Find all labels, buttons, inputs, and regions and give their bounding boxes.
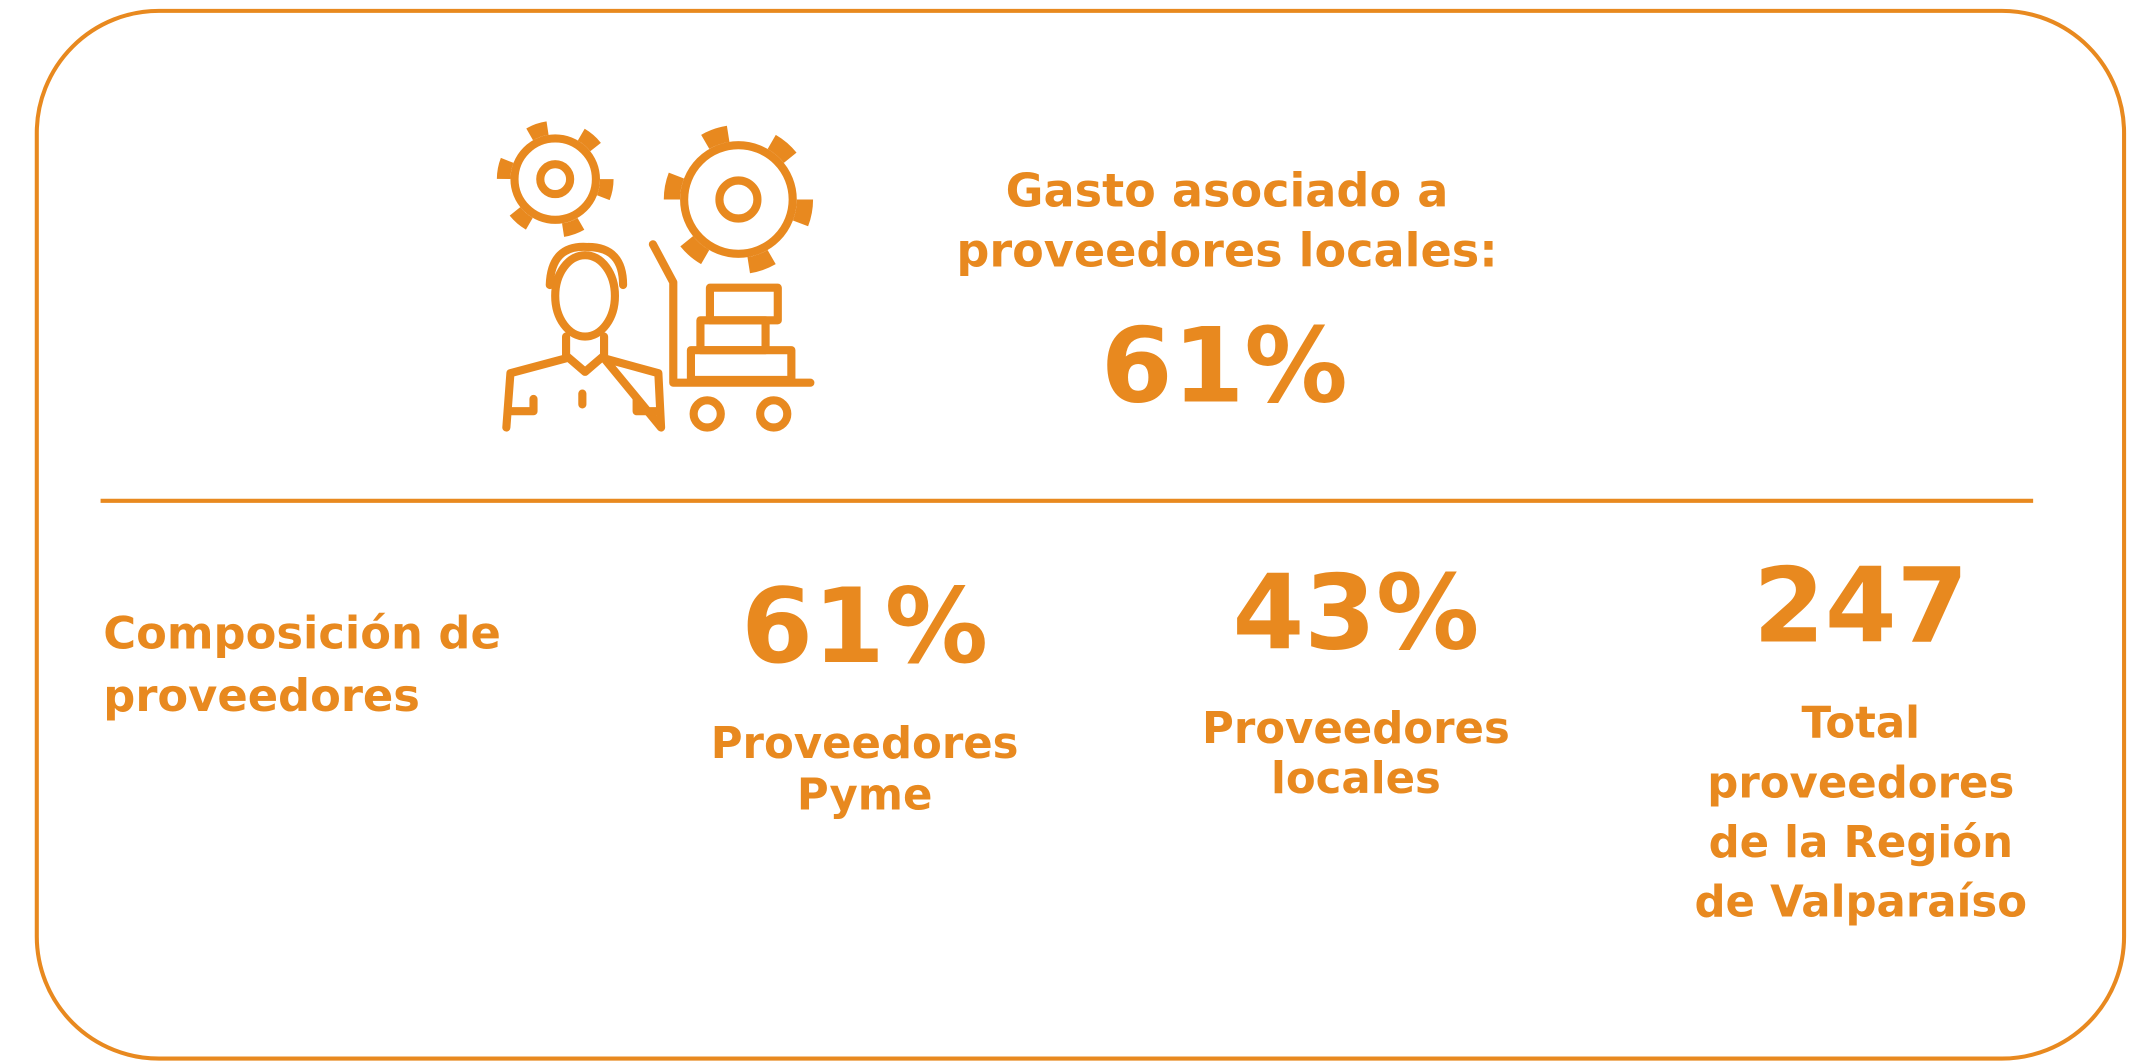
stat-value: 247 xyxy=(1753,547,1968,667)
header-title: proveedores locales: xyxy=(956,223,1497,277)
stat-value: 43% xyxy=(1233,554,1480,674)
stat-label: proveedores xyxy=(1707,758,2014,808)
header-title: Gasto asociado a xyxy=(1006,164,1449,218)
stat-label: locales xyxy=(1271,754,1441,804)
composition-label: proveedores xyxy=(103,669,420,722)
stat-label: Proveedores xyxy=(1202,704,1510,754)
stat-value: 61% xyxy=(741,567,988,687)
stat-label: Proveedores xyxy=(711,719,1019,769)
card-border xyxy=(34,8,2127,1061)
stat-label: de la Región xyxy=(1709,818,2013,868)
stat-label: Total xyxy=(1801,699,1920,749)
header-value: 61% xyxy=(1101,307,1348,427)
composition-label: Composición de xyxy=(103,607,501,660)
stat-label: de Valparaíso xyxy=(1694,878,2027,928)
stat-label: Pyme xyxy=(797,771,933,821)
supplier-icon xyxy=(496,120,815,432)
